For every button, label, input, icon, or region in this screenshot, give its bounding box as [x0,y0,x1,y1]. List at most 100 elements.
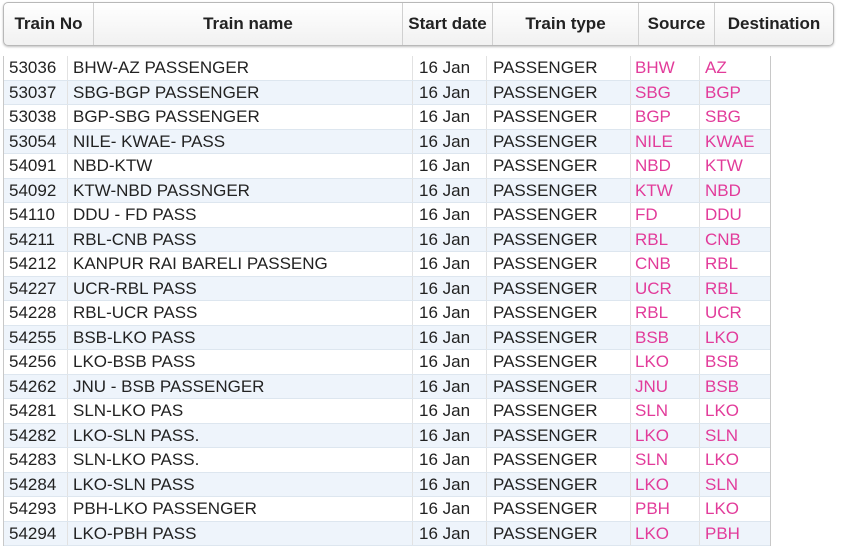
table-row[interactable]: 54091 NBD-KTW 16 Jan PASSENGER NBD KTW [4,154,770,179]
train-number-cell: 54283 [4,448,68,472]
destination-station-link[interactable]: BGP [705,82,741,102]
table-row[interactable]: 54294 LKO-PBH PASS 16 Jan PASSENGER LKO PBH [4,521,770,546]
train-type-cell: PASSENGER [487,399,631,423]
table-row[interactable]: 54284 LKO-SLN PASS 16 Jan PASSENGER LKO SLN [4,472,770,497]
destination-station-link[interactable]: SLN [705,474,739,494]
train-name-cell: LKO-SLN PASS [68,472,413,496]
destination-station-link[interactable]: CNB [705,229,741,249]
train-type-cell: PASSENGER [487,448,631,472]
source-station-link[interactable]: JNU [631,374,700,398]
source-station-link[interactable]: UCR [631,276,700,300]
source-station-link[interactable]: NBD [631,154,700,178]
train-type-cell: PASSENGER [487,203,631,227]
table-row[interactable]: 53038 BGP-SBG PASSENGER 16 Jan PASSENGER BGP… [4,105,770,130]
destination-station-link[interactable]: LKO [705,327,740,347]
table-row[interactable]: 54281 SLN-LKO PAS 16 Jan PASSENGER SLN LKO [4,399,770,424]
train-number-cell: 54091 [4,154,68,178]
start-date-cell: 16 Jan [413,80,487,104]
train-name-cell: SLN-LKO PAS [68,399,413,423]
destination-station-link[interactable]: RBL [705,278,739,298]
table-row[interactable]: 54228 RBL-UCR PASS 16 Jan PASSENGER RBL UCR [4,301,770,326]
train-type-cell: PASSENGER [487,129,631,153]
train-type-cell: PASSENGER [487,276,631,300]
train-name-cell: BSB-LKO PASS [68,325,413,349]
train-type-cell: PASSENGER [487,301,631,325]
source-station-link[interactable]: SBG [631,80,700,104]
source-station-link[interactable]: RBL [631,301,700,325]
table-row[interactable]: 53054 NILE- KWAE- PASS 16 Jan PASSENGER NILE… [4,129,770,154]
destination-station-link[interactable]: BSB [705,376,740,396]
table-row[interactable]: 54283 SLN-LKO PASS. 16 Jan PASSENGER SLN LKO [4,448,770,473]
destination-station-link[interactable]: BSB [705,352,740,371]
destination-station-link[interactable]: LKO [705,499,740,518]
train-type-cell: PASSENGER [487,521,631,545]
train-name-cell: SBG-BGP PASSENGER [68,80,413,104]
source-station-link[interactable]: LKO [631,423,700,447]
destination-station-link[interactable]: RBL [705,254,739,273]
train-name-cell: BGP-SBG PASSENGER [68,105,413,129]
source-station-link[interactable]: CNB [631,252,700,276]
column-header-source[interactable]: Source [639,3,715,45]
destination-station-link[interactable]: LKO [705,450,740,469]
destination-station-link[interactable]: KWAE [705,131,755,151]
source-station-link[interactable]: LKO [631,350,700,374]
source-station-link[interactable]: SLN [631,448,700,472]
table-row[interactable]: 54227 UCR-RBL PASS 16 Jan PASSENGER UCR RBL [4,276,770,301]
train-type-cell: PASSENGER [487,497,631,521]
start-date-cell: 16 Jan [413,56,487,80]
destination-station-link[interactable]: SBG [705,107,741,126]
column-header-train-type[interactable]: Train type [493,3,639,45]
source-station-link[interactable]: LKO [631,472,700,496]
start-date-cell: 16 Jan [413,105,487,129]
train-number-cell: 54228 [4,301,68,325]
train-type-cell: PASSENGER [487,154,631,178]
table-row[interactable]: 54110 DDU - FD PASS 16 Jan PASSENGER FD DDU [4,203,770,228]
table-row[interactable]: 54092 KTW-NBD PASSNGER 16 Jan PASSENGER KTW N… [4,178,770,203]
source-station-link[interactable]: RBL [631,227,700,251]
train-type-cell: PASSENGER [487,227,631,251]
source-station-link[interactable]: FD [631,203,700,227]
column-header-start-date[interactable]: Start date [403,3,493,45]
column-header-train-name[interactable]: Train name [94,3,403,45]
train-number-cell: 54281 [4,399,68,423]
train-number-cell: 54255 [4,325,68,349]
destination-station-link[interactable]: LKO [705,401,740,420]
destination-station-link[interactable]: NBD [705,180,741,200]
start-date-cell: 16 Jan [413,399,487,423]
table-row[interactable]: 54293 PBH-LKO PASSENGER 16 Jan PASSENGER PBH… [4,497,770,522]
source-station-link[interactable]: SLN [631,399,700,423]
source-station-link[interactable]: PBH [631,497,700,521]
train-name-cell: DDU - FD PASS [68,203,413,227]
train-type-cell: PASSENGER [487,105,631,129]
table-row[interactable]: 53036 BHW-AZ PASSENGER 16 Jan PASSENGER BHW A… [4,56,770,81]
source-station-link[interactable]: BHW [631,56,700,80]
table-row[interactable]: 54256 LKO-BSB PASS 16 Jan PASSENGER LKO BSB [4,350,770,375]
destination-station-link[interactable]: SLN [705,425,739,445]
table-row[interactable]: 54262 JNU - BSB PASSENGER 16 Jan PASSENGER J… [4,374,770,399]
table-row[interactable]: 53037 SBG-BGP PASSENGER 16 Jan PASSENGER SBG… [4,80,770,105]
source-station-link[interactable]: BGP [631,105,700,129]
table-row[interactable]: 54211 RBL-CNB PASS 16 Jan PASSENGER RBL CNB [4,227,770,252]
train-type-cell: PASSENGER [487,350,631,374]
destination-station-link[interactable]: PBH [705,523,740,543]
train-type-cell: PASSENGER [487,178,631,202]
column-header-train-no[interactable]: Train No [4,3,94,45]
table-row[interactable]: 54282 LKO-SLN PASS. 16 Jan PASSENGER LKO SLN [4,423,770,448]
column-header-destination[interactable]: Destination [727,14,821,33]
destination-station-link[interactable]: KTW [705,156,743,175]
source-station-link[interactable]: BSB [631,325,700,349]
source-station-link[interactable]: LKO [631,521,700,545]
destination-station-link[interactable]: DDU [705,205,742,224]
source-station-link[interactable]: KTW [631,178,700,202]
destination-station-link[interactable]: AZ [705,58,727,77]
train-name-cell: NBD-KTW [68,154,413,178]
train-number-cell: 54212 [4,252,68,276]
start-date-cell: 16 Jan [413,154,487,178]
train-number-cell: 54227 [4,276,68,300]
table-row[interactable]: 54212 KANPUR RAI BARELI PASSENG 16 Jan PASS… [4,252,770,277]
source-station-link[interactable]: NILE [631,129,700,153]
table-row[interactable]: 54255 BSB-LKO PASS 16 Jan PASSENGER BSB LKO [4,325,770,350]
start-date-cell: 16 Jan [413,203,487,227]
start-date-cell: 16 Jan [413,276,487,300]
destination-station-link[interactable]: UCR [705,303,742,322]
